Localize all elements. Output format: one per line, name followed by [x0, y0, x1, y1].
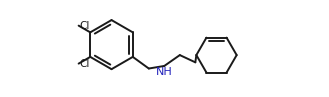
Text: NH: NH — [156, 67, 173, 77]
Text: Cl: Cl — [79, 21, 90, 31]
Text: Cl: Cl — [79, 59, 90, 69]
